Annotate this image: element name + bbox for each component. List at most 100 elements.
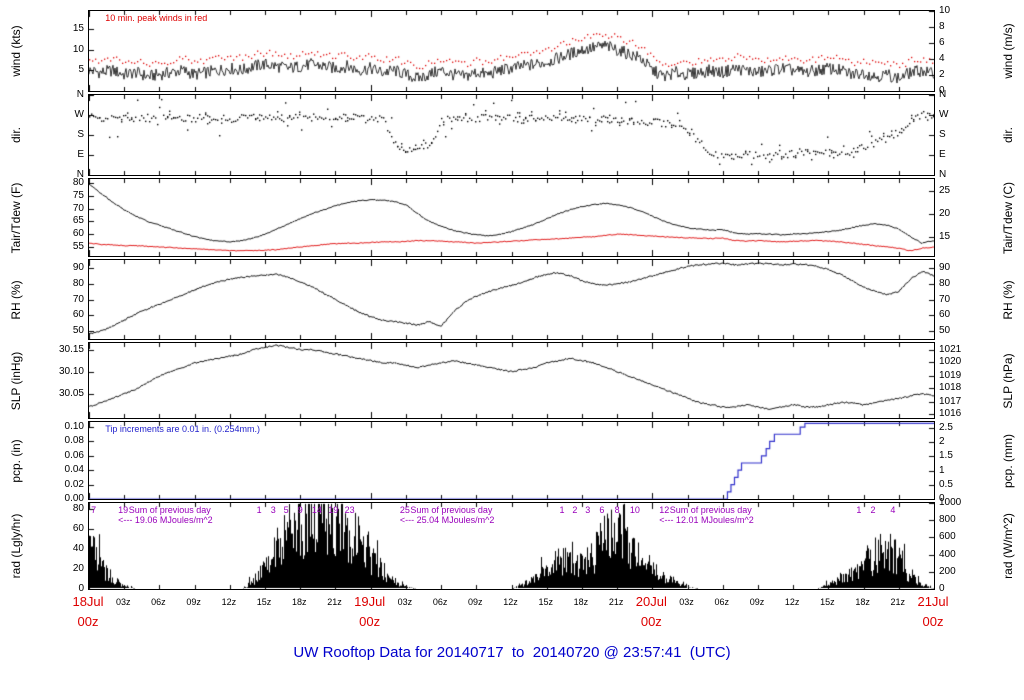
slp-ytick-right: 1018 <box>939 382 962 394</box>
pcp-ytick-right: 0 <box>939 493 945 504</box>
rad-annotation: <--- 12.01 MJoules/m^2 <box>659 515 754 525</box>
slp-axis-title-left: SLP (inHg) <box>9 351 23 410</box>
x-major-label-date: 20Jul <box>635 594 667 609</box>
wind-plot-canvas <box>89 11 934 91</box>
slp-plot-canvas <box>89 343 934 418</box>
pcp-plot-canvas <box>89 422 934 499</box>
x-major-label-hour: 00z <box>359 614 381 629</box>
slp-ytick-right: 1021 <box>939 343 962 355</box>
dir-plot-canvas <box>89 95 934 175</box>
pcp-ytick-right: 2.5 <box>939 422 953 434</box>
rh-axis-title-right: RH (%) <box>1001 279 1015 320</box>
rad-ytick-left: 60 <box>72 523 84 534</box>
wind-ytick-right: 6 <box>939 36 945 48</box>
dir-axis-title-left: dir. <box>9 126 23 144</box>
pcp-axis-title-right: pcp. (mm) <box>1001 433 1015 488</box>
panel-tair <box>88 178 935 257</box>
x-minor-label: 09z <box>749 597 765 607</box>
rh-plot-canvas <box>89 260 934 339</box>
rh-ytick-right: 50 <box>939 325 951 337</box>
wind-axis-title-right: wind (m/s) <box>1001 23 1015 79</box>
x-major-label-date: 18Jul <box>72 594 104 609</box>
tair-ytick-left: 70 <box>72 202 84 214</box>
dir-ytick-left: N <box>76 89 84 100</box>
x-minor-label: 03z <box>115 597 131 607</box>
x-minor-label: 18z <box>855 597 870 607</box>
rad-annotation: 5 <box>283 505 289 515</box>
x-minor-label: 06z <box>714 597 730 607</box>
pcp-ytick-right: 1.5 <box>939 450 953 462</box>
rad-ytick-right: 800 <box>939 514 956 526</box>
dir-ytick-left: W <box>74 109 84 120</box>
panel-slp <box>88 342 935 419</box>
rh-ytick-right: 60 <box>939 309 951 321</box>
x-minor-label: 18z <box>573 597 589 607</box>
x-minor-label: 09z <box>468 597 483 607</box>
rad-annotation: Sum of previous day <box>410 505 493 515</box>
rad-annotation: 9 <box>297 505 303 515</box>
wind-ytick-left: 10 <box>72 43 84 55</box>
tair-ytick-left: 75 <box>72 189 84 201</box>
x-minor-label: 15z <box>820 597 835 607</box>
rad-annotation: 14 <box>311 505 322 515</box>
slp-ytick-left: 30.10 <box>58 365 84 377</box>
rh-ytick-left: 70 <box>72 293 84 305</box>
rh-ytick-right: 90 <box>939 261 951 273</box>
rad-ytick-left: 40 <box>72 543 84 554</box>
pcp-ytick-left: 0.04 <box>64 464 84 476</box>
panel-rad <box>88 502 935 590</box>
x-minor-label: 03z <box>679 597 694 607</box>
rad-plot-canvas <box>89 503 934 589</box>
rh-ytick-right: 70 <box>939 293 951 305</box>
dir-ytick-right: N <box>939 89 947 100</box>
rad-annotation: 8 <box>614 505 620 515</box>
slp-ytick-left: 30.15 <box>58 343 84 355</box>
wind-ytick-right: 4 <box>939 52 945 64</box>
slp-ytick-right: 1019 <box>939 369 962 381</box>
rh-ytick-left: 50 <box>72 325 84 337</box>
rad-ytick-left: 0 <box>78 583 84 594</box>
x-minor-label: 12z <box>221 597 237 607</box>
rad-annotation: 6 <box>599 505 605 515</box>
x-minor-label: 21z <box>890 597 906 607</box>
slp-axis-title-right: SLP (hPa) <box>1001 352 1015 409</box>
chart-title: UW Rooftop Data for 20140717 to 20140720… <box>293 644 731 661</box>
dir-ytick-right: E <box>939 149 946 160</box>
slp-ytick-right: 1016 <box>939 408 962 420</box>
tair-plot-canvas <box>89 179 934 256</box>
wind-ytick-right: 0 <box>939 85 945 96</box>
rad-ytick-left: 20 <box>72 563 84 574</box>
dir-ytick-left: N <box>76 169 84 180</box>
x-major-label-date: 19Jul <box>354 594 386 609</box>
pcp-ytick-right: 2 <box>939 436 945 448</box>
rh-ytick-left: 90 <box>72 261 84 273</box>
tair-ytick-right: 20 <box>939 207 951 219</box>
rh-ytick-right: 80 <box>939 277 951 289</box>
rad-annotation: Sum of previous day <box>128 505 211 515</box>
tair-ytick-right: 15 <box>939 230 951 242</box>
rad-ytick-right: 400 <box>939 548 956 560</box>
rad-axis-title-right: rad (W/m^2) <box>1001 513 1015 579</box>
pcp-ytick-left: 0.02 <box>64 478 84 490</box>
tair-ytick-left: 55 <box>72 241 84 253</box>
x-minor-label: 06z <box>151 597 166 607</box>
panel-rh <box>88 259 935 340</box>
rad-annotation: <--- 19.06 MJoules/m^2 <box>118 515 213 525</box>
rad-ytick-right: 0 <box>939 583 945 594</box>
wind-annotation: 10 min. peak winds in red <box>105 13 208 23</box>
pcp-axis-title-left: pcp. (in) <box>9 438 23 483</box>
rad-annotation: 1 <box>256 505 262 515</box>
pcp-ytick-left: 0.00 <box>64 493 84 504</box>
x-major-label-hour: 00z <box>640 614 662 629</box>
rad-ytick-left: 80 <box>72 503 84 514</box>
x-minor-label: 15z <box>256 597 272 607</box>
dir-ytick-right: W <box>939 109 949 120</box>
rad-annotation: 4 <box>890 505 896 515</box>
wind-axis-title-left: wind (kts) <box>9 25 23 77</box>
rad-annotation: 7 <box>91 505 97 515</box>
rad-annotation: 1 <box>559 505 565 515</box>
x-minor-label: 18z <box>291 597 307 607</box>
rad-annotation: 23 <box>344 505 355 515</box>
rh-ytick-left: 80 <box>72 277 84 289</box>
rad-annotation: 19 <box>118 505 129 515</box>
